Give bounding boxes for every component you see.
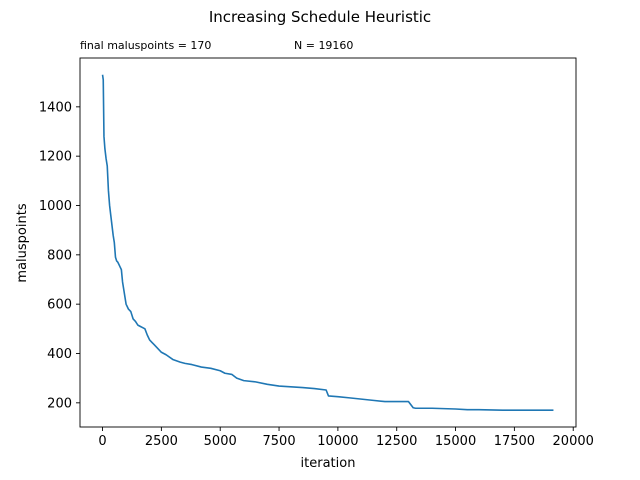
x-tick-label: 17500 [494, 434, 535, 449]
x-tick-label: 0 [98, 434, 106, 449]
x-tick-label: 7500 [263, 434, 296, 449]
y-axis-label: maluspoints [15, 203, 30, 282]
x-tick-label: 10000 [317, 434, 358, 449]
chart-title: Increasing Schedule Heuristic [209, 8, 431, 26]
y-tick-label: 200 [47, 396, 72, 411]
x-axis: 0 2500 5000 7500 10000 12500 15000 17500 20000 [98, 427, 594, 449]
x-axis-label: iteration [301, 456, 356, 471]
x-tick-label: 15000 [435, 434, 476, 449]
y-axis: 200 400 600 800 1000 1200 1400 [39, 100, 80, 411]
y-tick-label: 1200 [39, 150, 72, 165]
x-tick-label: 12500 [376, 434, 417, 449]
y-tick-label: 800 [47, 248, 72, 263]
y-tick-label: 400 [47, 347, 72, 362]
x-tick-label: 2500 [145, 434, 178, 449]
n-annotation: N = 19160 [294, 39, 353, 52]
y-tick-label: 600 [47, 298, 72, 313]
x-tick-label: 5000 [204, 434, 237, 449]
plot-area [79, 57, 577, 428]
series-line [101, 74, 554, 412]
y-tick-label: 1000 [39, 199, 72, 214]
final-maluspoints-annotation: final maluspoints = 170 [80, 39, 211, 52]
x-tick-label: 20000 [553, 434, 594, 449]
y-tick-label: 1400 [39, 100, 72, 115]
axes-frame [79, 57, 577, 428]
